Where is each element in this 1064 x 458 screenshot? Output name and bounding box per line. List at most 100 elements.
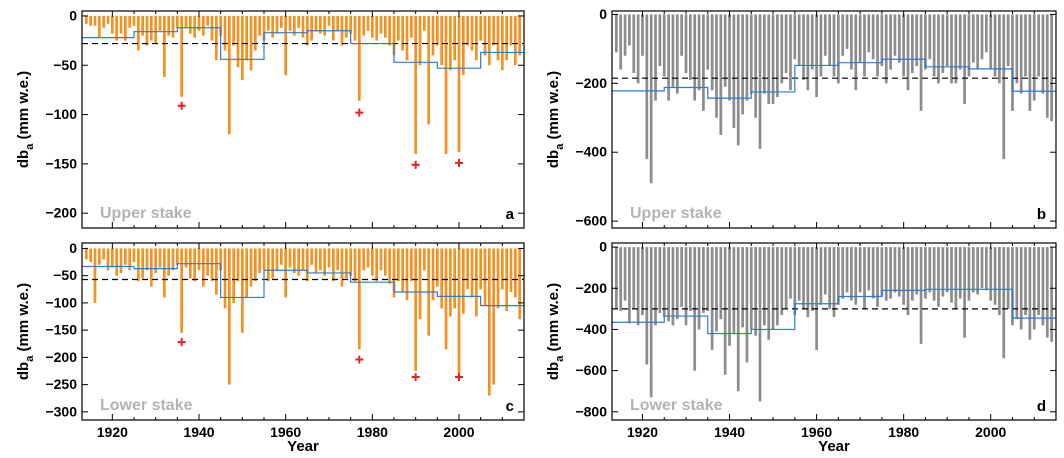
bar xyxy=(671,247,675,326)
bar xyxy=(180,15,184,97)
bar xyxy=(1045,14,1049,118)
bar xyxy=(314,248,318,273)
bar xyxy=(1050,14,1053,122)
bar xyxy=(149,15,153,41)
bar xyxy=(97,15,101,38)
bar xyxy=(876,247,879,307)
bar xyxy=(715,247,718,332)
bar xyxy=(924,14,927,70)
bar xyxy=(115,15,119,41)
bar xyxy=(884,14,888,84)
bar xyxy=(667,14,670,101)
bar xyxy=(496,248,500,309)
bar xyxy=(149,248,153,287)
outlier-marker xyxy=(411,372,420,381)
bar xyxy=(793,14,797,60)
bar xyxy=(915,247,919,295)
bar xyxy=(84,248,88,260)
bar xyxy=(623,14,627,56)
outlier-marker xyxy=(355,108,364,117)
bar xyxy=(392,15,396,56)
bar xyxy=(323,15,327,36)
bar xyxy=(461,248,465,314)
bar xyxy=(941,14,945,74)
bar xyxy=(628,247,631,324)
bar xyxy=(754,14,757,118)
bar xyxy=(780,14,784,84)
bar xyxy=(732,247,736,334)
bar xyxy=(763,14,766,94)
bar xyxy=(1015,247,1019,320)
bar xyxy=(1050,247,1053,342)
bar xyxy=(1011,14,1014,111)
bar xyxy=(440,15,444,66)
y-tick-label: −100 xyxy=(45,106,77,122)
bar xyxy=(162,15,166,78)
bar xyxy=(954,14,958,84)
bar xyxy=(932,14,936,77)
bar xyxy=(349,248,353,276)
bar xyxy=(680,247,683,307)
bar xyxy=(954,247,958,309)
bar xyxy=(771,14,775,104)
bar xyxy=(658,247,662,313)
bar xyxy=(967,14,971,77)
bar xyxy=(427,15,431,125)
bar xyxy=(1024,14,1027,77)
bar xyxy=(776,14,779,98)
bar xyxy=(763,247,766,326)
bar xyxy=(741,14,744,115)
bar xyxy=(158,248,162,268)
bar xyxy=(789,14,792,91)
bar xyxy=(154,15,158,44)
decadal-step-line xyxy=(612,288,1056,335)
bar xyxy=(518,15,522,56)
bar xyxy=(706,14,710,70)
bar xyxy=(470,248,474,298)
bar xyxy=(466,15,470,46)
bar xyxy=(162,248,166,298)
bar xyxy=(171,248,175,271)
bar xyxy=(684,247,688,326)
bar xyxy=(684,14,688,74)
bar xyxy=(636,247,640,326)
bar xyxy=(158,15,162,31)
bar xyxy=(758,14,762,149)
bar xyxy=(84,15,88,24)
bar xyxy=(932,247,936,301)
bar xyxy=(453,15,457,61)
bar xyxy=(102,248,106,260)
bar xyxy=(102,15,106,28)
bar xyxy=(958,247,962,299)
x-tick-label: 2000 xyxy=(975,424,1006,440)
bar xyxy=(950,14,953,84)
bar xyxy=(457,15,461,153)
bar xyxy=(784,14,788,74)
decadal-step-line xyxy=(82,263,524,307)
bar xyxy=(928,247,932,293)
decadal-step-line xyxy=(82,27,524,69)
bar xyxy=(318,248,322,271)
bar xyxy=(741,247,744,328)
panel-a: 0 −50 −100 −150 −200 dba (mm w.e.) Upper stake… xyxy=(15,7,525,229)
bar xyxy=(253,15,257,51)
bar xyxy=(128,248,132,271)
y-tick-label: −200 xyxy=(45,205,77,221)
y-tick-label: −250 xyxy=(45,376,77,392)
bar xyxy=(422,15,426,31)
bar xyxy=(245,15,249,61)
bar xyxy=(483,248,487,306)
bar xyxy=(667,247,670,322)
bar xyxy=(1045,247,1049,338)
bar xyxy=(171,15,175,38)
bar xyxy=(496,15,500,61)
bar xyxy=(867,247,871,291)
bar xyxy=(245,248,249,298)
bar xyxy=(370,248,374,276)
bar xyxy=(249,15,253,71)
bar xyxy=(513,248,517,298)
panel-letter: b xyxy=(1037,206,1046,223)
bar xyxy=(867,14,871,53)
bar xyxy=(336,248,340,271)
